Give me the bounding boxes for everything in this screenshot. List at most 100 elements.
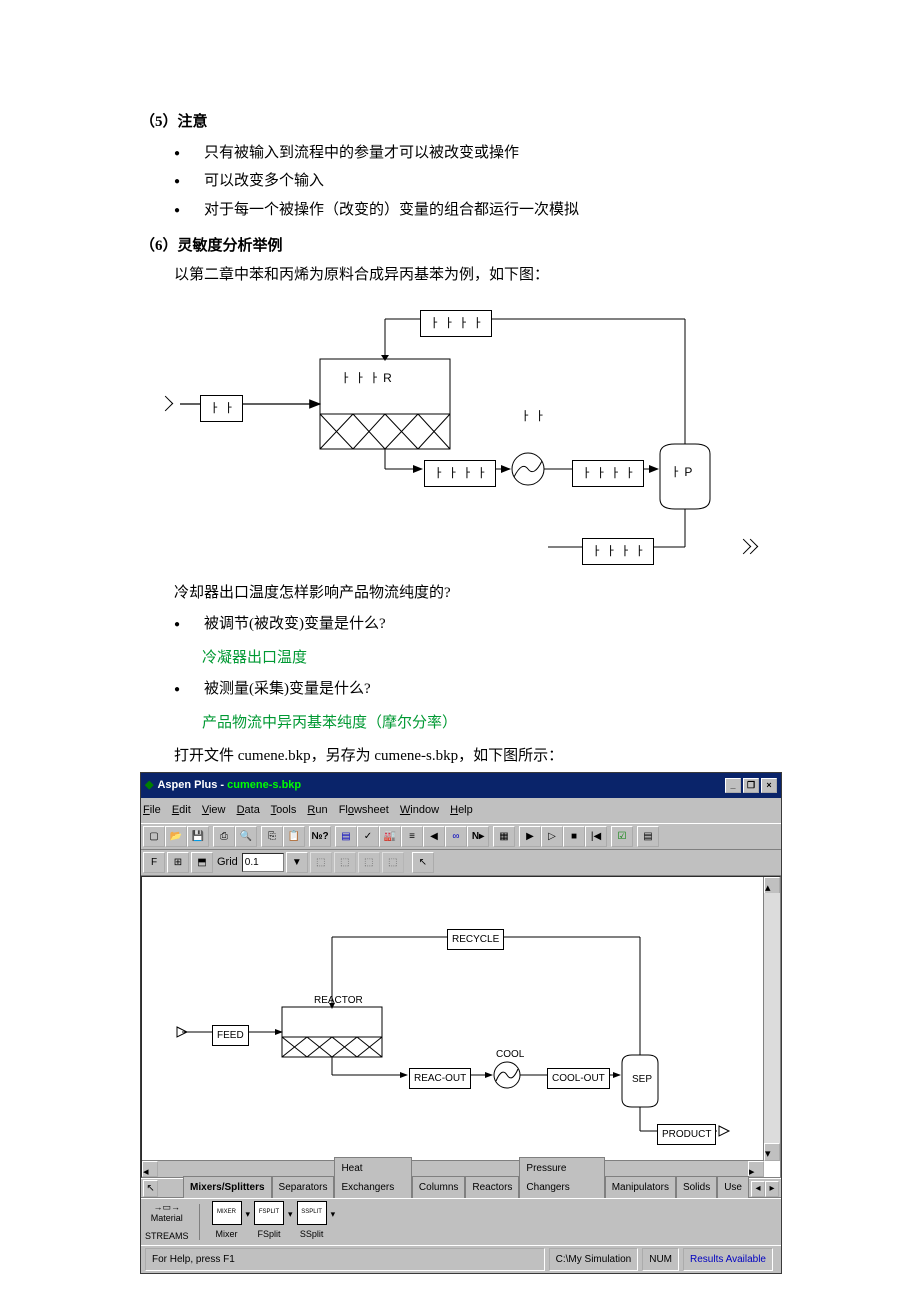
aspen-toolbar2: F ⊞ ⬒ Grid ▼ ⬚ ⬚ ⬚ ⬚ ↖ bbox=[141, 850, 781, 876]
section5-item: 只有被输入到流程中的参量才可以被改变或操作 bbox=[174, 139, 780, 168]
tool-button[interactable]: 🏭 bbox=[379, 826, 401, 847]
recycle-stream-box[interactable]: RECYCLE bbox=[447, 929, 504, 950]
grid-input[interactable] bbox=[242, 853, 284, 872]
model-palette: →▭→ Material STREAMS MIXER Mixer ▾ FSPLI… bbox=[141, 1198, 781, 1245]
tool-button[interactable]: ≡ bbox=[401, 826, 423, 847]
diagram-cool-label: ￂ ￂ bbox=[520, 405, 545, 428]
fsplit-model[interactable]: FSPLIT FSplit bbox=[254, 1201, 284, 1243]
flowsheet-diagram: ￂ ￂ ￂ ￂ ￂ ￂ ￂ R ￂ ￂ ￂ ￂ ￂ ￂ ￂ ￂ ￂ ￂ ￂ ￂ … bbox=[140, 299, 780, 569]
menu-window[interactable]: Window bbox=[400, 804, 439, 816]
status-help: For Help, press F1 bbox=[145, 1248, 545, 1271]
pointer-icon[interactable]: ↖ bbox=[143, 1180, 158, 1197]
diagram-coolout-box: ￂ ￂ ￂ ￂ bbox=[572, 460, 644, 487]
coolout-stream-box[interactable]: COOL-OUT bbox=[547, 1068, 610, 1089]
tool-button[interactable]: ▦ bbox=[493, 826, 515, 847]
preview-button[interactable]: 🔍 bbox=[235, 826, 257, 847]
menu-run[interactable]: Run bbox=[307, 804, 327, 816]
tool-button[interactable]: ⬚ bbox=[334, 852, 356, 873]
tab-heatx[interactable]: Heat Exchangers bbox=[334, 1157, 411, 1198]
pointer-button[interactable]: F bbox=[143, 852, 165, 873]
help-button[interactable]: №? bbox=[309, 826, 331, 847]
step-button[interactable]: ▷ bbox=[541, 826, 563, 847]
tab-reactors[interactable]: Reactors bbox=[465, 1176, 519, 1198]
paste-button[interactable]: 📋 bbox=[283, 826, 305, 847]
tool-button[interactable]: ⬚ bbox=[310, 852, 332, 873]
tab-columns[interactable]: Columns bbox=[412, 1176, 465, 1198]
copy-button[interactable]: ⎘ bbox=[261, 826, 283, 847]
tab-pressure[interactable]: Pressure Changers bbox=[519, 1157, 604, 1198]
run-button[interactable]: ▶ bbox=[519, 826, 541, 847]
tab-scroll-right[interactable]: ▸ bbox=[765, 1181, 779, 1197]
save-button[interactable]: 💾 bbox=[187, 826, 209, 847]
ssplit-model[interactable]: SSPLIT SSplit bbox=[297, 1201, 327, 1243]
model-library-tabs: ↖ Mixers/Splitters Separators Heat Excha… bbox=[141, 1178, 781, 1198]
select-button[interactable]: ↖ bbox=[412, 852, 434, 873]
menu-data[interactable]: Data bbox=[237, 804, 260, 816]
horizontal-scrollbar[interactable]: ◂ ▸ bbox=[142, 1160, 764, 1177]
section5-item: 可以改变多个输入 bbox=[174, 167, 780, 196]
reactor-block-label[interactable]: REACTOR bbox=[314, 991, 363, 1010]
next-button[interactable]: N▸ bbox=[467, 826, 489, 847]
vertical-scrollbar[interactable]: ▴ ▾ bbox=[763, 877, 780, 1161]
feed-stream-box[interactable]: FEED bbox=[212, 1025, 249, 1046]
section6-intro: 以第二章中苯和丙烯为原料合成异丙基苯为例，如下图： bbox=[140, 261, 780, 290]
section6-q2: 被测量(采集)变量是什么? bbox=[174, 675, 780, 704]
section5-title: （5）注意 bbox=[140, 108, 780, 137]
tool-button[interactable]: ▤ bbox=[637, 826, 659, 847]
input-button[interactable]: ▤ bbox=[335, 826, 357, 847]
sep-block-label[interactable]: SEP bbox=[632, 1070, 652, 1089]
grid-label: Grid bbox=[217, 852, 238, 873]
menu-tools[interactable]: Tools bbox=[271, 804, 297, 816]
status-num: NUM bbox=[642, 1248, 679, 1271]
tool-button[interactable]: ✓ bbox=[357, 826, 379, 847]
new-button[interactable]: ▢ bbox=[143, 826, 165, 847]
grid-button[interactable]: ⊞ bbox=[167, 852, 189, 873]
aspen-app-icon: ◆ bbox=[145, 775, 153, 796]
print-button[interactable]: ⎙ bbox=[213, 826, 235, 847]
close-button[interactable]: × bbox=[761, 778, 777, 793]
aspen-flowsheet-canvas[interactable]: RECYCLE REACTOR FEED REAC-OUT COOL COOL-… bbox=[141, 876, 781, 1178]
diagram-reacout-box: ￂ ￂ ￂ ￂ bbox=[424, 460, 496, 487]
tool-button[interactable]: ⬚ bbox=[382, 852, 404, 873]
menu-view[interactable]: View bbox=[202, 804, 226, 816]
tab-separators[interactable]: Separators bbox=[272, 1176, 335, 1198]
aspen-titlebar: ◆ Aspen Plus - cumene-s.bkp _ ❐ × bbox=[141, 773, 781, 798]
status-path: C:\My Simulation bbox=[549, 1248, 639, 1271]
status-results[interactable]: Results Available bbox=[683, 1248, 773, 1271]
tab-solids[interactable]: Solids bbox=[676, 1176, 717, 1198]
menu-help[interactable]: Help bbox=[450, 804, 473, 816]
diagram-feed-box: ￂ ￂ bbox=[200, 395, 243, 422]
tab-mixers[interactable]: Mixers/Splitters bbox=[183, 1176, 271, 1198]
open-button[interactable]: 📂 bbox=[165, 826, 187, 847]
section6-q1: 被调节(被改变)变量是什么? bbox=[174, 610, 780, 639]
menu-flowsheet[interactable]: Flowsheet bbox=[339, 804, 389, 816]
tool-button[interactable]: ∞ bbox=[445, 826, 467, 847]
diagram-product-box: ￂ ￂ ￂ ￂ bbox=[582, 538, 654, 565]
tool-button[interactable]: ◀ bbox=[423, 826, 445, 847]
section6-openfile: 打开文件 cumene.bkp，另存为 cumene-s.bkp，如下图所示： bbox=[140, 742, 780, 771]
section6-qa-list: 被调节(被改变)变量是什么? bbox=[140, 610, 780, 639]
section6-qa-list2: 被测量(采集)变量是什么? bbox=[140, 675, 780, 704]
menu-file[interactable]: File bbox=[143, 804, 161, 816]
aspen-title-prefix: Aspen Plus - bbox=[157, 775, 224, 796]
minimize-button[interactable]: _ bbox=[725, 778, 741, 793]
streams-tool[interactable]: →▭→ Material STREAMS bbox=[145, 1199, 189, 1245]
tab-manipulators[interactable]: Manipulators bbox=[605, 1176, 676, 1198]
cool-block-label[interactable]: COOL bbox=[496, 1045, 524, 1064]
tab-user[interactable]: Use bbox=[717, 1176, 749, 1198]
tab-scroll-left[interactable]: ◂ bbox=[751, 1181, 765, 1197]
dropdown-button[interactable]: ▼ bbox=[286, 852, 308, 873]
section6-title: （6）灵敏度分析举例 bbox=[140, 232, 780, 261]
diagram-reactor-label: ￂ ￂ ￂ R bbox=[340, 367, 392, 390]
reset-button[interactable]: |◀ bbox=[585, 826, 607, 847]
reacout-stream-box[interactable]: REAC-OUT bbox=[409, 1068, 471, 1089]
stop-button[interactable]: ■ bbox=[563, 826, 585, 847]
tool-button[interactable]: ⬚ bbox=[358, 852, 380, 873]
maximize-button[interactable]: ❐ bbox=[743, 778, 759, 793]
results-button[interactable]: ☑ bbox=[611, 826, 633, 847]
menu-edit[interactable]: Edit bbox=[172, 804, 191, 816]
section5-list: 只有被输入到流程中的参量才可以被改变或操作 可以改变多个输入 对于每一个被操作（… bbox=[140, 139, 780, 225]
mixer-model[interactable]: MIXER Mixer bbox=[212, 1201, 242, 1243]
snap-button[interactable]: ⬒ bbox=[191, 852, 213, 873]
product-stream-box[interactable]: PRODUCT bbox=[657, 1124, 716, 1145]
